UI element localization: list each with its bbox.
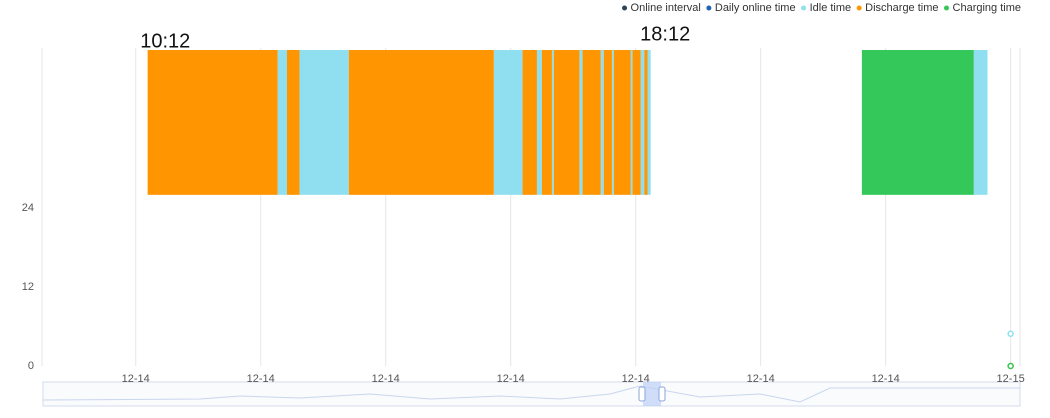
- segment: [630, 50, 633, 195]
- segment: [541, 50, 552, 195]
- segment: [600, 50, 604, 195]
- segment: [522, 50, 537, 195]
- segment: [644, 50, 648, 195]
- legend-marker: [706, 5, 712, 11]
- x-tick-label: 12-14: [497, 373, 525, 385]
- zoom-window[interactable]: [643, 382, 661, 406]
- segment: [579, 50, 583, 195]
- legend-item[interactable]: Daily online time: [706, 2, 796, 14]
- segment: [286, 50, 300, 195]
- zoom-preview: [42, 385, 1020, 403]
- legend-label: Discharge time: [865, 2, 938, 14]
- x-tick-label: 12-14: [872, 373, 900, 385]
- annotation: 18:12: [640, 23, 690, 45]
- annotation: 10:12: [140, 30, 190, 52]
- y-tick-label: 24: [22, 202, 34, 214]
- x-tick-label: 12-14: [372, 373, 400, 385]
- x-tick-label: 12-15: [997, 373, 1025, 385]
- legend-marker: [944, 5, 950, 11]
- x-tick-label: 12-14: [122, 373, 150, 385]
- segment: [493, 50, 523, 195]
- point: [1007, 362, 1014, 370]
- legend-label: Online interval: [631, 2, 701, 14]
- segment: [647, 50, 651, 195]
- segment: [582, 50, 601, 195]
- y-tick-label: 12: [22, 281, 34, 293]
- x-tick-label: 12-14: [247, 373, 275, 385]
- legend-marker: [801, 5, 807, 11]
- segment: [611, 50, 614, 195]
- zoom-track: [42, 381, 1021, 407]
- legend-label: Idle time: [810, 2, 852, 14]
- segment: [147, 50, 278, 195]
- segment: [640, 50, 645, 195]
- segment: [536, 50, 542, 195]
- legend-marker: [622, 5, 628, 11]
- segment: [632, 50, 641, 195]
- legend-item[interactable]: Charging time: [944, 2, 1021, 14]
- x-tick-label: 12-14: [622, 373, 650, 385]
- segment: [603, 50, 612, 195]
- y-tick-label: 0: [28, 360, 34, 372]
- segment: [973, 50, 988, 195]
- segment: [553, 50, 580, 195]
- zoom-handle[interactable]: [638, 386, 646, 402]
- legend: Online interval Daily online time Idle tim…: [622, 2, 1021, 14]
- segment: [861, 50, 974, 195]
- legend-item[interactable]: Discharge time: [856, 2, 939, 14]
- segment: [613, 50, 631, 195]
- point: [1007, 330, 1014, 337]
- data-zoom[interactable]: [42, 381, 1021, 407]
- legend-label: Charging time: [953, 2, 1021, 14]
- legend-item[interactable]: Idle time: [801, 2, 851, 14]
- legend-marker: [856, 5, 862, 11]
- segment: [348, 50, 494, 195]
- segment: [299, 50, 349, 195]
- segment: [551, 50, 554, 195]
- segment: [277, 50, 287, 195]
- zoom-handle[interactable]: [658, 386, 666, 402]
- legend-label: Daily online time: [715, 2, 796, 14]
- legend-item[interactable]: Online interval: [622, 2, 701, 14]
- x-tick-label: 12-14: [747, 373, 775, 385]
